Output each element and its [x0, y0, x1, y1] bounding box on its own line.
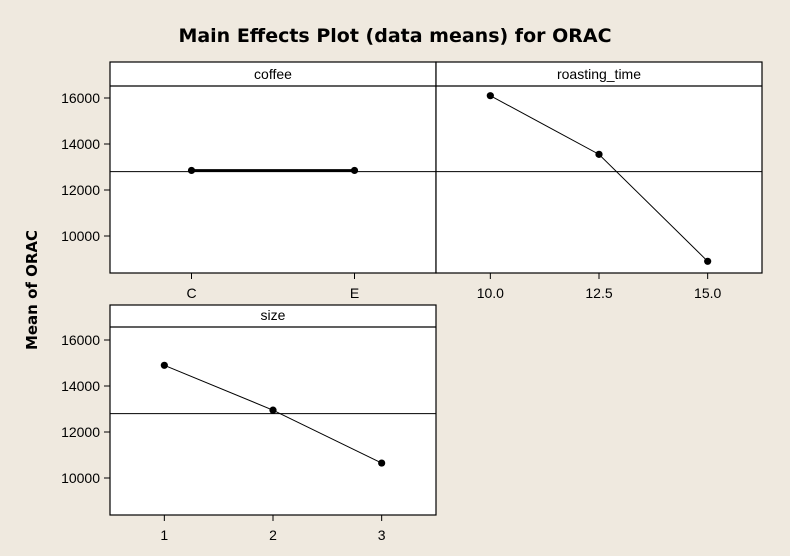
x-tick-label: 15.0	[694, 285, 721, 301]
panels-group: coffee 10000 12000 14000 16000 C Eroasting_tim…	[61, 61, 763, 543]
x-tick-label: 10.0	[477, 285, 504, 301]
panel-size: size 10000 12000 14000 16000 1 2 3	[61, 304, 437, 543]
y-tick-label: 14000	[61, 378, 100, 394]
panel-title-size: size	[261, 307, 286, 323]
chart-title: Main Effects Plot (data means) for ORAC	[178, 25, 611, 47]
y-axis-label: Mean of ORAC	[23, 230, 41, 350]
data-point	[378, 459, 386, 467]
x-tick-label: C	[186, 285, 196, 301]
x-tick-label: E	[350, 285, 359, 301]
x-tick-label: 2	[269, 527, 277, 543]
panel-coffee: coffee 10000 12000 14000 16000 C E	[61, 61, 437, 301]
panel-frame	[435, 61, 763, 274]
x-tick-label: 12.5	[585, 285, 612, 301]
panel-title-coffee: coffee	[254, 66, 292, 82]
y-tick-label: 16000	[61, 332, 100, 348]
y-tick-label: 10000	[61, 228, 100, 244]
y-tick-label: 10000	[61, 470, 100, 486]
y-tick-label: 16000	[61, 90, 100, 106]
y-tick-label: 14000	[61, 136, 100, 152]
data-point	[595, 150, 603, 158]
x-tick-label: 1	[160, 527, 168, 543]
panel-roasting_time: roasting_time 10.0 12.5 15.0	[435, 61, 763, 301]
data-point	[486, 92, 494, 100]
data-point	[704, 257, 712, 265]
data-point	[160, 361, 168, 369]
data-point	[187, 166, 196, 175]
panel-title-roasting_time: roasting_time	[557, 66, 641, 82]
panel-frame	[109, 61, 437, 274]
y-tick-label: 12000	[61, 424, 100, 440]
data-point	[350, 166, 359, 175]
x-tick-label: 3	[378, 527, 386, 543]
y-tick-label: 12000	[61, 182, 100, 198]
data-point	[269, 406, 277, 414]
